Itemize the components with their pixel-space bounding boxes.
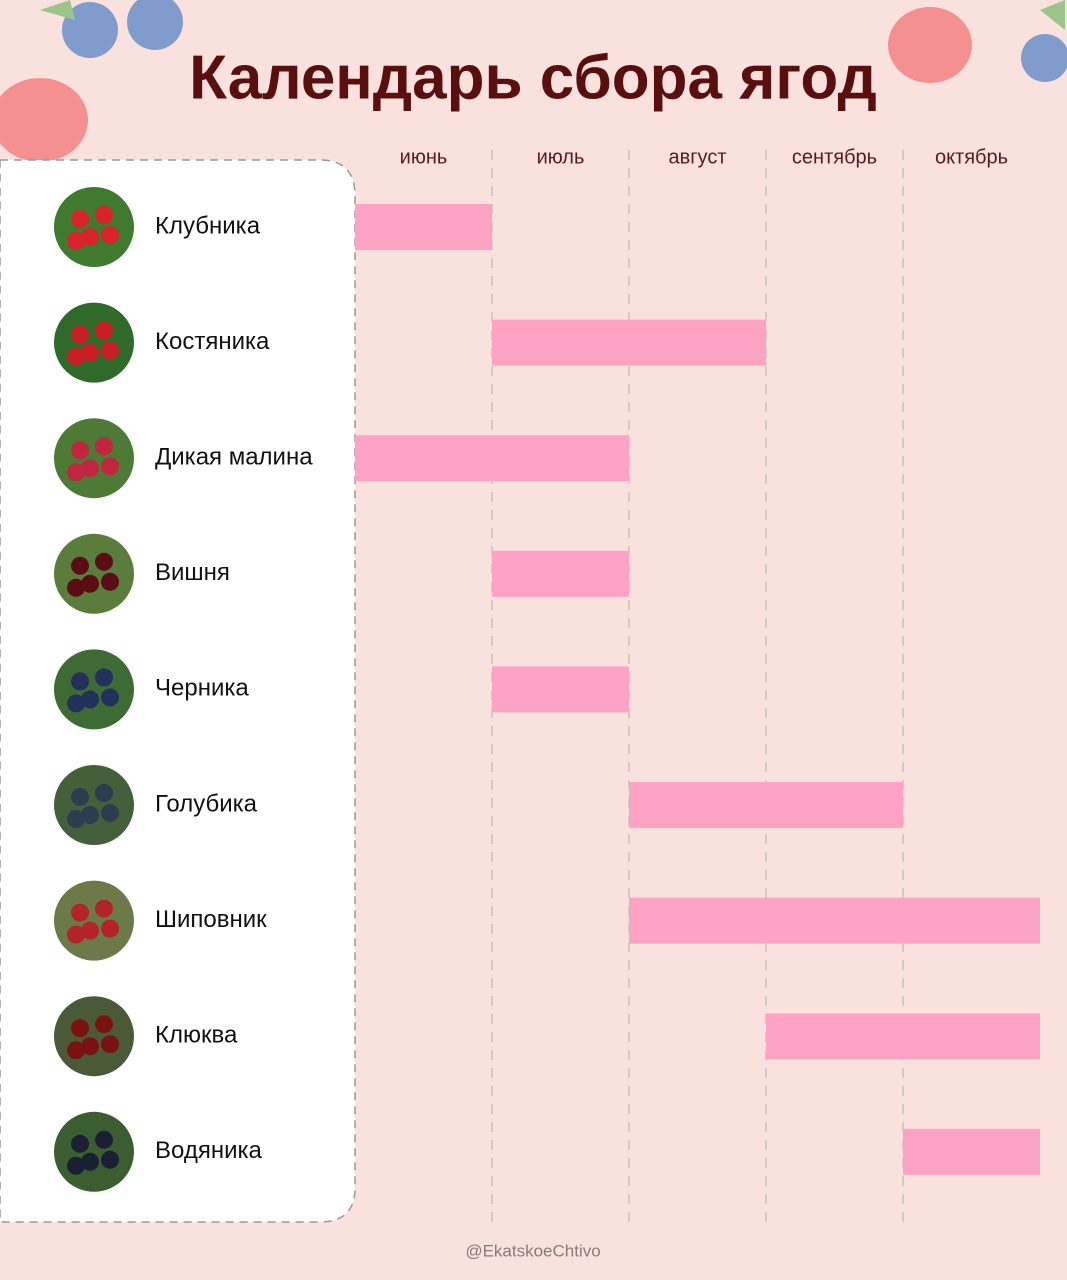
category-label: Дикая малина [155,444,313,471]
berry-photo-detail [95,1130,113,1149]
berry-photo-detail [71,1019,89,1038]
berry-photo-detail [101,1150,119,1169]
category-label: Шиповник [155,906,267,933]
x-tick-label: июнь [400,146,448,168]
berry-photo-detail [67,694,85,713]
berry-photo-detail [81,1152,99,1171]
x-tick-label: август [669,146,727,168]
berry-photo-detail [67,1041,85,1060]
category-label: Костяника [155,328,270,355]
berry-photo-detail [101,804,119,822]
bar [492,550,629,597]
berry-photo-detail [67,347,85,366]
berry-photo-detail [71,325,89,344]
berry-photo-detail [101,919,119,938]
berry-photo [54,533,134,614]
berry-photo [54,996,134,1077]
category-label: Клюква [155,1022,238,1049]
berry-photo-detail [71,1134,89,1153]
berry-photo-detail [81,806,99,824]
berry-photo-detail [71,788,89,806]
berry-photo [54,302,134,383]
category-label: Клубника [155,212,261,239]
berry-photo [54,187,134,267]
berry-photo-detail [101,341,119,360]
berry-photo-detail [81,921,99,940]
bar [629,897,1040,944]
berry-photo-detail [67,810,85,828]
berry-photo-detail [95,206,113,224]
berry-photo-detail [67,463,85,482]
x-tick-label: сентябрь [792,146,877,168]
category-label: Голубика [155,790,258,817]
berry-photo-detail [95,437,113,456]
berry-photo-detail [101,688,119,707]
berry-photo-detail [71,672,89,691]
berry-photo-detail [95,321,113,340]
footer: @EkatskoeChtivo [465,1241,600,1260]
berry-photo-detail [81,1037,99,1056]
berry-photo-detail [81,343,99,362]
bar [492,666,629,713]
berry-photo-detail [71,210,89,228]
category-label: Вишня [155,559,230,586]
berry-photo-detail [67,232,85,250]
berry-photo-detail [81,228,99,246]
category-label: Черника [155,675,249,702]
x-tick-label: октябрь [935,146,1008,168]
bar [355,435,629,482]
berry-photo [54,418,134,499]
berry-photo-detail [95,668,113,687]
bar [903,1128,1040,1175]
berry-photo [54,1111,134,1192]
berry-photo-detail [95,899,113,918]
berry-photo [54,880,134,961]
bar [355,204,492,250]
category-label: Водяника [155,1137,263,1164]
decoration [0,0,1067,162]
berry-photo [54,765,134,845]
berry-photo-detail [101,457,119,476]
berry-photo-detail [81,459,99,478]
berry-photo-detail [81,574,99,593]
berry-photo-detail [71,556,89,575]
berry-photo-detail [67,925,85,944]
berry-photo-detail [95,784,113,802]
berry-photo-detail [71,903,89,922]
bar [629,782,903,828]
bar [766,1013,1040,1060]
berry-photo-detail [95,552,113,571]
berry-photo-detail [101,572,119,591]
berry-photo-detail [67,578,85,597]
bar [492,319,766,366]
berry-photo-detail [101,1035,119,1054]
chart-title: Календарь сбора ягод [189,43,877,112]
berry-photo [54,649,134,730]
x-tick-label: июль [537,146,585,168]
berry-photo-detail [67,1156,85,1175]
berry-photo-detail [71,441,89,460]
berry-photo-detail [101,226,119,244]
berry-photo-detail [81,690,99,709]
berry-photo-detail [95,1015,113,1034]
